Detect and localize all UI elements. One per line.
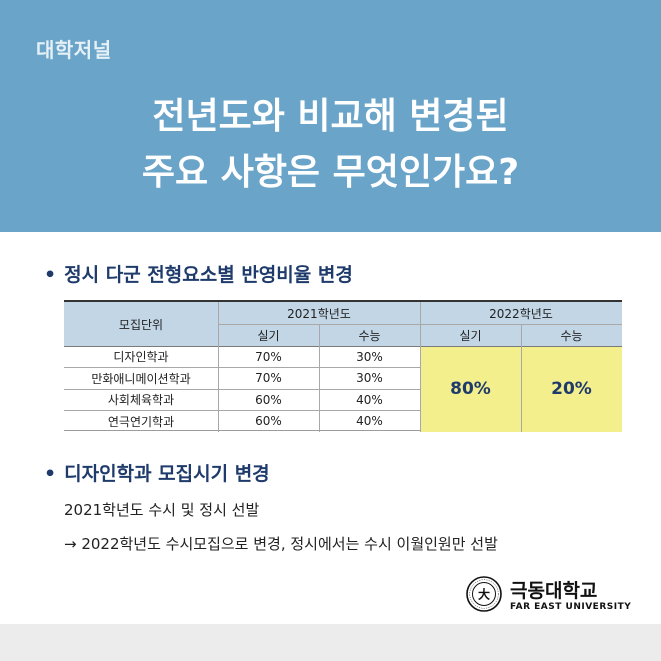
table-row-suneung: 40% xyxy=(356,392,383,407)
table-subheader-2021-practical: 실기 xyxy=(218,324,319,346)
table-divider xyxy=(521,324,522,432)
table-subheader-2021-suneung: 수능 xyxy=(319,324,420,346)
table-row-practical: 70% xyxy=(255,349,282,364)
footer-band xyxy=(0,624,661,661)
table-row-unit: 사회체육학과 xyxy=(107,393,175,407)
table-divider xyxy=(64,410,420,411)
table-divider xyxy=(64,389,420,390)
table-row-unit: 만화애니메이션학과 xyxy=(91,371,191,386)
period-line-2021: 2021학년도 수시 및 정시 선발 xyxy=(64,501,260,519)
university-seal-icon: 大 xyxy=(466,576,502,612)
seal-char: 大 xyxy=(478,587,490,602)
table-divider xyxy=(319,324,320,432)
table-row-suneung: 40% xyxy=(356,414,383,428)
table-row-practical: 60% xyxy=(255,392,282,407)
section-title-period: • 디자인학과 모집시기 변경 xyxy=(44,459,270,486)
bullet-icon: • xyxy=(44,463,57,485)
table-2022-practical-value: 80% xyxy=(420,346,521,432)
page-title-line2: 주요 사항은 무엇인가요? xyxy=(141,152,520,193)
table-header-unit: 모집단위 xyxy=(64,302,218,346)
table-2022-suneung-value: 20% xyxy=(521,346,622,432)
university-logo: 大 극동대학교 FAR EAST UNIVERSITY xyxy=(466,576,631,616)
table-divider xyxy=(420,302,421,432)
page-title-line1: 전년도와 비교해 변경된 xyxy=(152,96,509,137)
ratio-table: 모집단위 2021학년도 2022학년도 실기 수능 실기 수능 디자인학과 7… xyxy=(64,300,622,432)
university-name-ko: 극동대학교 xyxy=(510,580,598,602)
table-row-suneung: 30% xyxy=(356,349,383,364)
section-title-period-text: 디자인학과 모집시기 변경 xyxy=(64,463,270,485)
table-header-2022: 2022학년도 xyxy=(420,302,622,324)
section-title-ratio-text: 정시 다군 전형요소별 반영비율 변경 xyxy=(64,264,353,286)
table-divider xyxy=(218,302,219,432)
table-row-unit: 연극연기학과 xyxy=(107,414,175,429)
table-row-practical: 70% xyxy=(255,371,282,385)
university-name-en: FAR EAST UNIVERSITY xyxy=(510,602,632,612)
bullet-icon: • xyxy=(44,264,57,286)
section-title-ratio: • 정시 다군 전형요소별 반영비율 변경 xyxy=(44,260,353,287)
table-divider xyxy=(64,367,420,368)
table-row-practical: 60% xyxy=(255,414,282,428)
table-subheader-2022-practical: 실기 xyxy=(420,324,521,346)
period-line-2022: → 2022학년도 수시모집으로 변경, 정시에서는 수시 이월인원만 선발 xyxy=(64,535,498,553)
table-divider xyxy=(64,346,622,347)
table-row-suneung: 30% xyxy=(356,371,383,385)
table-header-2021: 2021학년도 xyxy=(218,302,420,324)
table-subheader-2022-suneung: 수능 xyxy=(521,324,622,346)
publisher-tag: 대학저널 xyxy=(36,38,112,62)
table-row-unit: 디자인학과 xyxy=(113,350,169,364)
header-banner: 대학저널 전년도와 비교해 변경된 주요 사항은 무엇인가요? xyxy=(0,0,661,232)
